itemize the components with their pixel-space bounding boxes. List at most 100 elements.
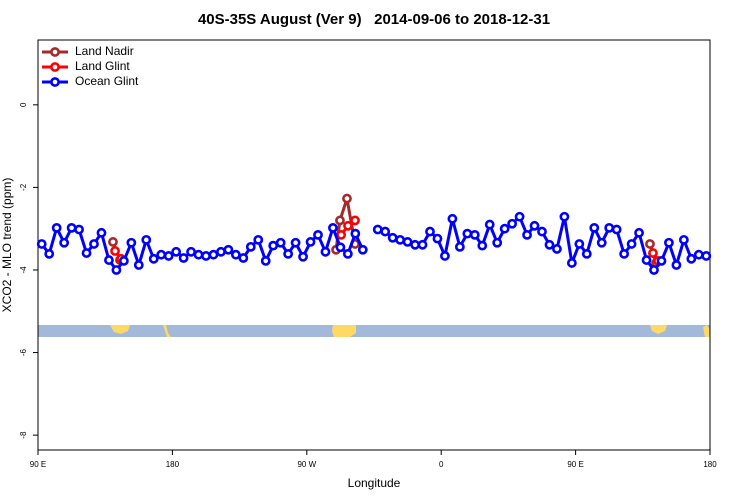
x-tick-label: 90 E: [30, 460, 46, 469]
plot-frame: [37, 39, 711, 451]
data-point: [141, 234, 152, 245]
data-point: [529, 220, 540, 231]
data-point: [417, 239, 428, 250]
x-tick-label: 180: [166, 460, 180, 469]
data-point: [328, 222, 338, 233]
y-tick-label: -4: [19, 266, 28, 274]
ocean-band: [38, 325, 710, 337]
land-strip: [38, 325, 710, 337]
data-point: [342, 193, 352, 204]
data-point: [44, 248, 55, 259]
legend-label: Land Glint: [75, 59, 130, 73]
data-point: [425, 226, 435, 237]
chart-title: 40S-35S August (Ver 9) 2014-09-06 to 201…: [198, 11, 550, 28]
data-point: [111, 265, 122, 275]
data-point: [193, 249, 204, 260]
data-point: [656, 255, 667, 266]
data-point: [313, 229, 323, 240]
data-point: [499, 223, 510, 234]
data-point: [693, 249, 704, 260]
data-point: [74, 224, 84, 235]
data-point: [566, 258, 577, 268]
data-point: [51, 222, 62, 233]
land-shape: [163, 325, 171, 337]
data-point: [59, 237, 70, 248]
data-point: [108, 237, 118, 247]
data-point: [619, 248, 630, 259]
data-point: [589, 222, 600, 233]
data-point: [641, 255, 652, 265]
data-point: [604, 222, 615, 233]
x-axis-title: Longitude: [348, 476, 401, 490]
data-point: [245, 241, 256, 252]
data-point: [298, 251, 308, 262]
data-point: [581, 248, 592, 259]
data-point: [648, 248, 658, 258]
data-point: [350, 215, 360, 226]
data-point: [537, 226, 547, 237]
y-tick-label: 0: [19, 102, 28, 107]
data-point: [96, 227, 107, 238]
data-point: [678, 234, 689, 245]
data-point: [552, 244, 562, 254]
data-point: [410, 239, 420, 250]
data-point: [290, 237, 301, 248]
data-point: [253, 234, 264, 245]
x-tick-label: 90 W: [297, 460, 316, 469]
data-point: [469, 229, 480, 240]
data-point: [507, 218, 518, 229]
data-point: [514, 211, 525, 222]
data-point: [544, 239, 555, 250]
data-point: [626, 239, 637, 249]
land-shape: [650, 325, 667, 334]
data-point: [156, 249, 167, 260]
legend-marker: [50, 77, 60, 87]
data-point: [230, 249, 241, 260]
data-point: [477, 240, 488, 251]
data-point: [89, 239, 99, 249]
data-point: [305, 237, 316, 247]
data-point: [357, 244, 368, 255]
data-point: [335, 215, 345, 226]
data-point: [611, 224, 622, 235]
data-point: [118, 255, 129, 266]
y-tick-label: -6: [19, 348, 28, 356]
data-point: [440, 251, 450, 261]
legend-label: Land Nadir: [75, 44, 134, 58]
data-point: [110, 246, 120, 256]
data-point: [574, 239, 585, 249]
data-point: [395, 234, 406, 245]
data-point: [268, 240, 279, 251]
data-point: [126, 237, 137, 248]
data-point: [596, 237, 607, 248]
data-point: [484, 219, 495, 230]
data-point: [201, 251, 211, 261]
y-tick-label: -8: [19, 431, 28, 439]
data-point: [645, 239, 655, 249]
data-point: [454, 241, 465, 252]
data-point: [223, 244, 234, 255]
data-point: [559, 211, 570, 222]
data-point: [208, 249, 219, 260]
data-point: [36, 239, 47, 249]
data-point: [320, 246, 331, 257]
y-tick-label: -2: [19, 183, 28, 191]
data-point: [260, 255, 271, 266]
data-point: [148, 253, 159, 264]
legend-label: Ocean Glint: [75, 74, 139, 88]
x-tick-label: 90 E: [567, 460, 583, 469]
data-point: [104, 255, 114, 265]
data-point: [336, 229, 347, 240]
data-point: [133, 260, 144, 270]
data-point: [634, 227, 644, 238]
data-point: [275, 237, 286, 248]
data-point: [492, 237, 503, 248]
data-point: [350, 228, 361, 239]
data-point: [701, 251, 712, 261]
data-point: [372, 224, 383, 235]
land-shape: [703, 325, 710, 337]
legend-marker: [50, 62, 60, 72]
data-point: [432, 233, 443, 244]
data-point: [342, 248, 353, 259]
